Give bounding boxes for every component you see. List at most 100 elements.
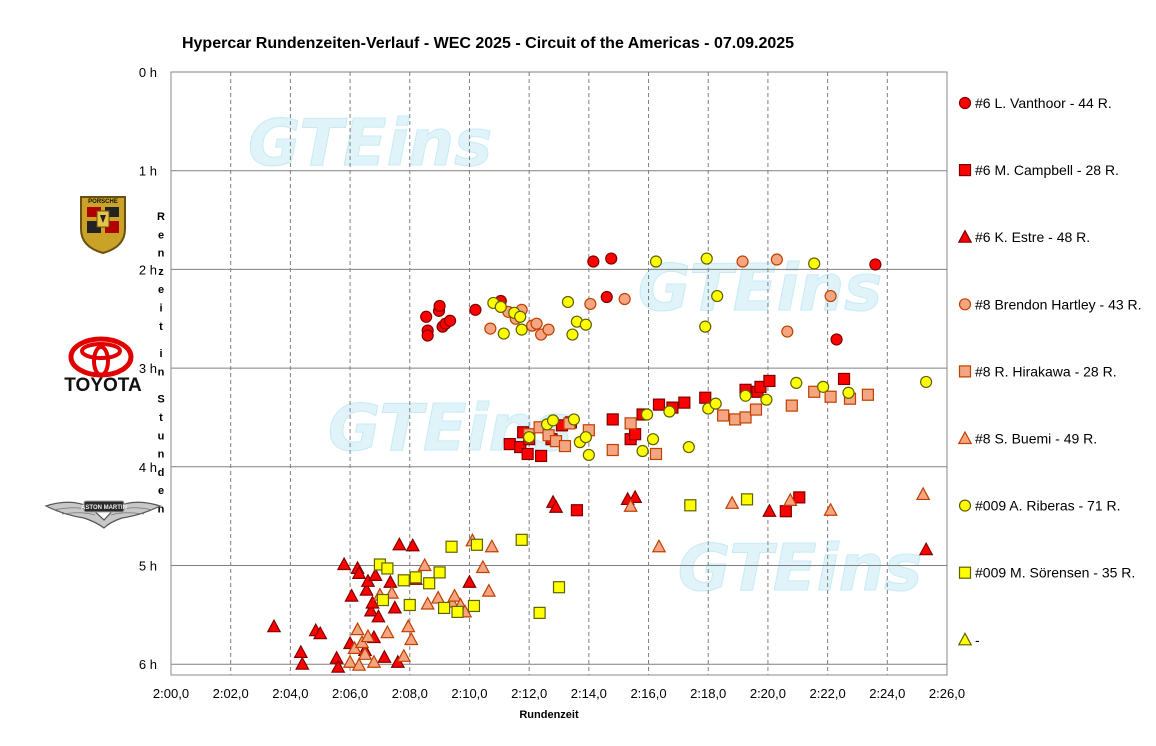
data-point — [295, 656, 310, 670]
data-point — [624, 417, 637, 430]
data-point — [623, 498, 638, 512]
data-point — [561, 295, 575, 309]
data-point — [699, 320, 712, 333]
data-point — [824, 390, 837, 403]
data-point — [494, 300, 507, 314]
plot-area — [170, 71, 948, 676]
legend-entry: #8 Brendon Hartley - 43 R. — [975, 296, 1142, 312]
data-point — [342, 654, 358, 668]
data-point — [711, 289, 724, 303]
x-tick-label: 2:16,0 — [630, 686, 666, 701]
data-point — [405, 537, 420, 552]
y-axis-ticks: 0 h 1 h 2 h 3 h 4 h 5 h 6 h — [139, 65, 157, 672]
data-point — [363, 603, 379, 617]
data-point — [475, 559, 491, 574]
data-point — [351, 565, 367, 579]
data-point — [484, 322, 497, 335]
toyota-logo-icon — [68, 336, 134, 378]
data-point — [709, 397, 722, 410]
y-axis-label-char: e — [158, 485, 164, 497]
data-point — [762, 503, 777, 517]
data-point — [717, 409, 730, 422]
y-axis-label-char: n — [158, 504, 165, 516]
y-axis-label-char: e — [158, 229, 164, 241]
data-point — [861, 388, 875, 401]
legend-entry: #8 R. Hirakawa - 28 R. — [975, 363, 1117, 379]
data-point — [652, 398, 666, 411]
data-point — [842, 386, 855, 399]
data-point — [824, 289, 837, 303]
data-point — [360, 628, 376, 643]
data-point — [663, 405, 676, 418]
x-tick-label: 2:10,0 — [451, 686, 487, 701]
data-point — [700, 252, 713, 265]
data-point — [447, 588, 462, 602]
data-point — [837, 372, 851, 386]
y-axis-label-char: n — [158, 449, 165, 461]
data-point — [266, 618, 282, 633]
data-point — [548, 499, 564, 513]
data-point — [817, 380, 830, 393]
data-point — [530, 317, 543, 330]
data-point — [401, 618, 416, 633]
data-point — [396, 648, 412, 662]
data-point — [793, 491, 806, 504]
data-point — [514, 440, 527, 454]
legend-marker — [958, 298, 972, 311]
data-point — [371, 609, 386, 623]
data-point — [618, 292, 631, 306]
data-point — [366, 654, 382, 668]
data-point — [770, 253, 783, 266]
data-point — [368, 567, 383, 581]
data-point — [470, 538, 484, 551]
x-tick-label: 2:08,0 — [392, 686, 428, 701]
data-point — [437, 601, 451, 615]
data-point — [533, 606, 546, 619]
data-point — [534, 449, 548, 463]
y-axis-label-char: d — [158, 467, 165, 479]
legend-entry: #009 M. Sörensen - 35 R. — [975, 565, 1135, 581]
data-point — [365, 595, 380, 609]
data-point — [558, 439, 572, 453]
data-point — [790, 376, 803, 390]
data-point — [570, 504, 584, 517]
data-point — [724, 495, 740, 509]
data-point — [749, 403, 763, 416]
legend-entry: #6 L. Vanthoor - 44 R. — [975, 95, 1112, 111]
x-tick-label: 2:18,0 — [690, 686, 726, 701]
data-point — [579, 318, 592, 331]
data-point — [380, 624, 395, 639]
legend-entry: #6 K. Estre - 48 R. — [975, 229, 1090, 245]
legend-entry: #009 A. Riberas - 71 R. — [975, 498, 1121, 514]
data-point — [420, 310, 433, 323]
data-point — [640, 408, 654, 421]
watermark-text: GTEins — [678, 532, 922, 606]
x-tick-label: 2:14,0 — [571, 686, 607, 701]
y-axis-label-char: S — [157, 394, 164, 406]
series-7 — [373, 493, 754, 619]
data-point — [783, 492, 798, 506]
x-tick-label: 2:26,0 — [929, 686, 965, 701]
data-point — [920, 375, 933, 389]
data-point — [503, 437, 516, 451]
data-point — [605, 252, 618, 265]
data-point — [423, 577, 436, 590]
data-point — [552, 581, 566, 594]
data-point — [823, 502, 838, 516]
legend-marker — [957, 430, 973, 445]
legend-entry: #6 M. Campbell - 28 R. — [975, 162, 1119, 178]
y-tick-label: 1 h — [139, 164, 157, 179]
data-point — [330, 659, 346, 673]
x-tick-label: 2:24,0 — [869, 686, 905, 701]
data-point — [376, 593, 390, 607]
gridlines — [171, 71, 947, 675]
x-tick-label: 2:12,0 — [511, 686, 547, 701]
data-point — [739, 411, 752, 424]
data-point — [514, 310, 527, 323]
y-tick-label: 0 h — [139, 65, 157, 80]
data-point — [451, 605, 464, 618]
data-point — [417, 557, 432, 572]
y-axis-label-char: t — [159, 321, 163, 333]
data-point — [739, 389, 752, 402]
y-axis-label-char: R — [157, 211, 165, 223]
